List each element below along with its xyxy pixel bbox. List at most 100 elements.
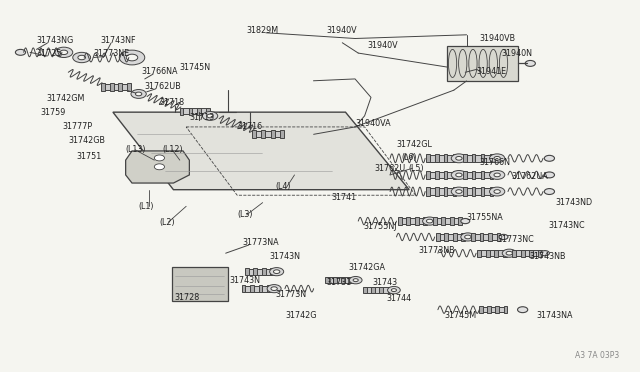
Bar: [242, 285, 246, 292]
Bar: [267, 285, 271, 292]
Text: 31725: 31725: [36, 49, 62, 58]
Text: 31742G: 31742G: [285, 311, 316, 320]
Bar: [488, 307, 492, 313]
Text: 31713: 31713: [189, 113, 214, 122]
Text: (L12): (L12): [162, 145, 182, 154]
Bar: [333, 277, 337, 283]
Bar: [481, 307, 506, 312]
Bar: [450, 217, 454, 225]
Bar: [172, 267, 228, 301]
Circle shape: [353, 279, 358, 282]
Bar: [497, 233, 500, 241]
Text: 31743NB: 31743NB: [529, 252, 566, 262]
Circle shape: [502, 249, 516, 257]
Text: 31762U: 31762U: [374, 164, 405, 173]
Text: 31773N: 31773N: [275, 291, 307, 299]
Bar: [435, 154, 438, 162]
Bar: [349, 277, 353, 283]
Circle shape: [544, 155, 554, 161]
Circle shape: [499, 234, 508, 240]
Text: 31755NA: 31755NA: [467, 213, 503, 222]
Bar: [463, 171, 467, 179]
Bar: [436, 233, 440, 241]
Bar: [250, 285, 254, 292]
Polygon shape: [125, 151, 189, 183]
Bar: [515, 250, 540, 256]
Circle shape: [540, 251, 549, 256]
Text: 31742GB: 31742GB: [68, 137, 106, 145]
Bar: [513, 250, 516, 257]
Circle shape: [490, 170, 505, 179]
Text: (L13): (L13): [125, 145, 146, 154]
Circle shape: [202, 112, 218, 121]
Bar: [244, 286, 269, 292]
Circle shape: [456, 190, 462, 193]
Bar: [371, 287, 375, 294]
Circle shape: [136, 92, 142, 96]
Circle shape: [15, 49, 26, 55]
Text: 31940N: 31940N: [502, 49, 532, 58]
Bar: [245, 268, 248, 275]
Circle shape: [451, 170, 467, 179]
Bar: [444, 154, 447, 162]
Bar: [479, 233, 483, 241]
Circle shape: [490, 154, 505, 163]
Text: 31766NA: 31766NA: [141, 67, 178, 76]
Text: (L2): (L2): [159, 218, 175, 227]
Text: 31743ND: 31743ND: [556, 198, 593, 207]
Bar: [504, 307, 508, 313]
Circle shape: [422, 217, 436, 225]
Bar: [397, 217, 401, 225]
Bar: [365, 288, 390, 293]
Bar: [102, 83, 106, 91]
Circle shape: [78, 55, 86, 60]
Circle shape: [490, 187, 505, 196]
Text: 31941E: 31941E: [476, 67, 506, 76]
Text: (L1): (L1): [138, 202, 154, 211]
Bar: [341, 277, 345, 283]
Bar: [270, 268, 274, 275]
Text: 31716: 31716: [237, 122, 262, 131]
Bar: [262, 268, 266, 275]
Text: 31777P: 31777P: [62, 122, 92, 131]
Bar: [364, 287, 367, 294]
Circle shape: [518, 307, 528, 312]
Circle shape: [525, 61, 536, 66]
Bar: [494, 250, 498, 257]
Bar: [529, 250, 533, 257]
Text: 31743N: 31743N: [230, 276, 260, 285]
Text: 31940V: 31940V: [368, 41, 399, 50]
Circle shape: [465, 235, 471, 239]
Bar: [182, 108, 208, 114]
Text: 31744: 31744: [387, 294, 412, 303]
Circle shape: [544, 189, 554, 195]
Bar: [197, 108, 201, 115]
Bar: [538, 250, 541, 257]
Text: (L3): (L3): [237, 210, 253, 219]
Circle shape: [426, 219, 433, 223]
Circle shape: [461, 233, 475, 241]
Bar: [104, 84, 129, 90]
Circle shape: [388, 286, 400, 294]
Circle shape: [461, 218, 470, 224]
Circle shape: [119, 50, 145, 65]
Text: 31742GL: 31742GL: [396, 140, 433, 149]
Text: 31743NG: 31743NG: [36, 36, 74, 45]
Text: 31755NJ: 31755NJ: [364, 222, 397, 231]
Bar: [447, 46, 518, 81]
Bar: [444, 187, 447, 196]
Text: 31829M: 31829M: [246, 26, 279, 35]
Bar: [458, 217, 462, 225]
Circle shape: [451, 154, 467, 163]
Bar: [435, 218, 460, 224]
Bar: [477, 250, 481, 257]
Bar: [127, 83, 131, 91]
Bar: [262, 130, 265, 138]
Bar: [463, 187, 467, 196]
Bar: [452, 187, 456, 196]
Bar: [503, 250, 507, 257]
Bar: [444, 171, 447, 179]
Text: 31773NC: 31773NC: [497, 235, 534, 244]
Bar: [426, 154, 429, 162]
Circle shape: [73, 52, 91, 62]
